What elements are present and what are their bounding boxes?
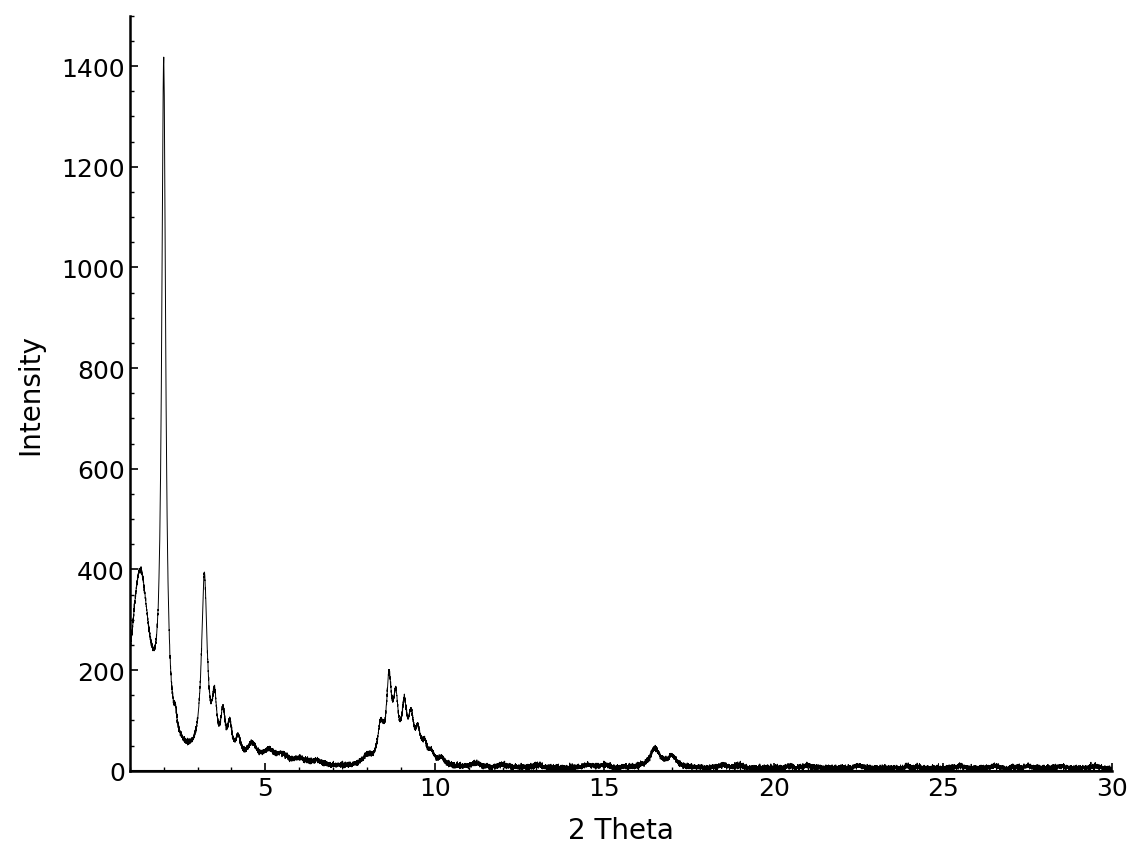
X-axis label: 2 Theta: 2 Theta	[568, 816, 674, 845]
Y-axis label: Intensity: Intensity	[17, 333, 45, 454]
